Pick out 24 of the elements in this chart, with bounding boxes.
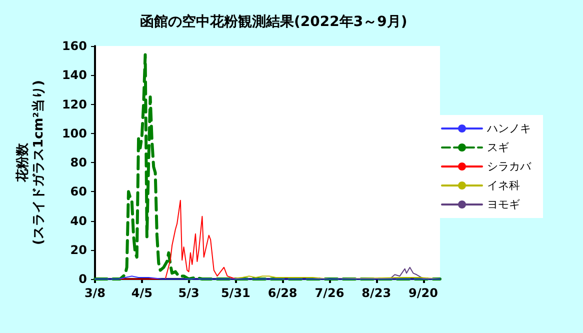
y-tick-label: 80 xyxy=(70,156,87,170)
chart-title: 函館の空中花粉観測結果(2022年3～9月) xyxy=(140,13,408,30)
legend-label: ヨモギ xyxy=(487,198,520,211)
x-tick-label: 7/26 xyxy=(314,286,344,300)
x-tick-label: 5/31 xyxy=(220,286,250,300)
y-tick-label: 160 xyxy=(62,39,87,53)
y-tick-label: 140 xyxy=(62,68,87,82)
y-tick-label: 0 xyxy=(78,272,87,286)
legend-label: イネ科 xyxy=(487,179,520,192)
legend-label: スギ xyxy=(487,141,509,154)
x-tick-label: 9/20 xyxy=(408,286,438,300)
y-tick-label: 60 xyxy=(70,184,87,199)
legend-label: ハンノキ xyxy=(486,122,531,135)
y-tick-label: 100 xyxy=(62,126,87,140)
y-tick-label: 120 xyxy=(62,97,87,112)
y-tick-label: 40 xyxy=(70,214,87,228)
x-tick-label: 4/5 xyxy=(131,286,152,300)
x-tick-label: 3/8 xyxy=(84,286,106,300)
y-axis-title: 花粉数 (スライドガラス1cm²当り) xyxy=(16,80,46,245)
x-tick-label: 6/28 xyxy=(268,286,298,300)
y-tick-label: 20 xyxy=(70,242,87,257)
x-tick-label: 8/23 xyxy=(362,286,392,300)
legend-label: シラカバ xyxy=(487,160,532,173)
x-tick-label: 5/3 xyxy=(178,286,200,300)
